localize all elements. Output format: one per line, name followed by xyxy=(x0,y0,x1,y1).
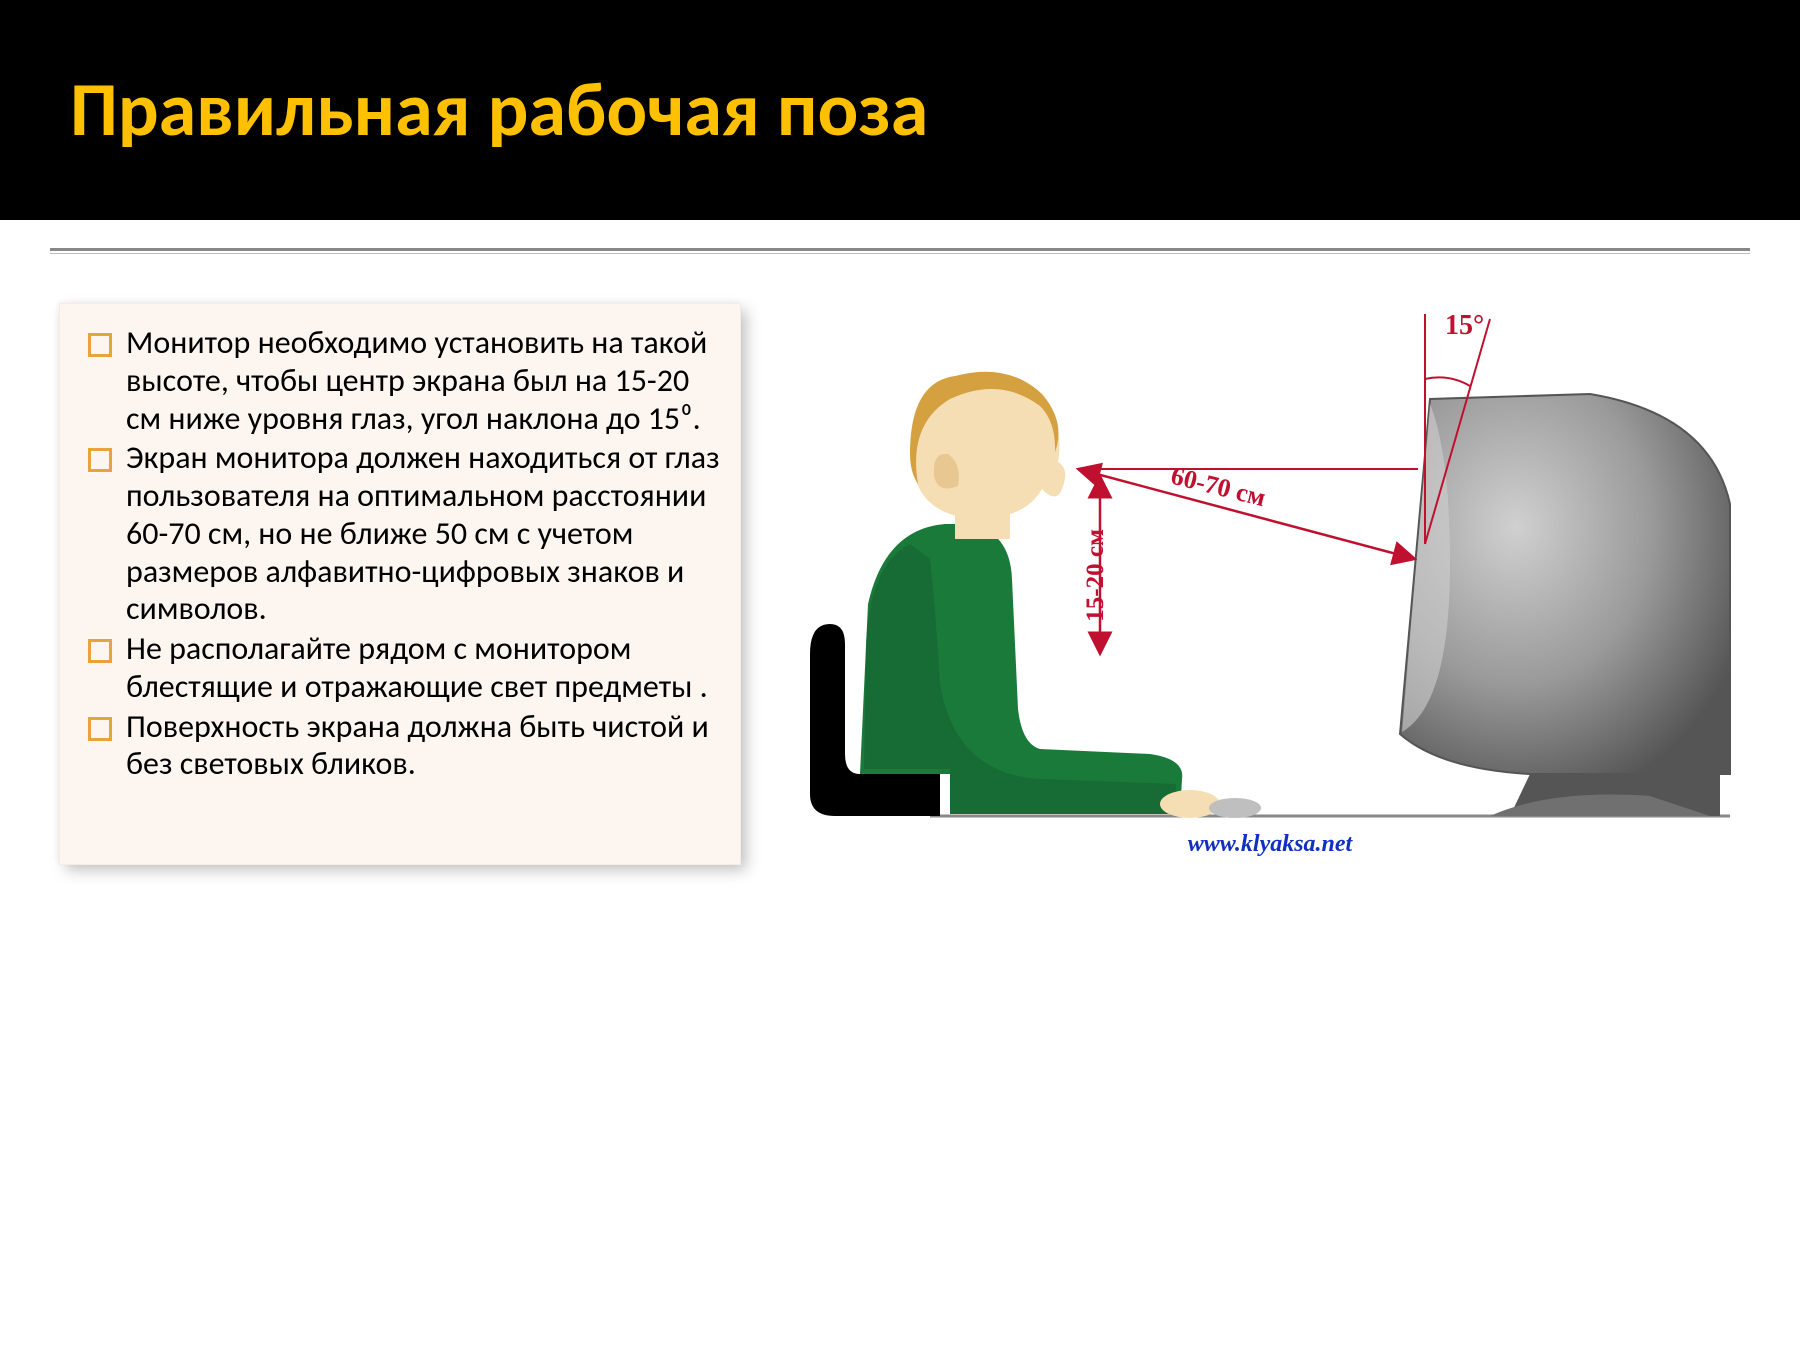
posture-diagram: 15° 60-70 см 15-20 см www.klyaksa.net xyxy=(780,304,1760,864)
bullet-item: Не располагайте рядом с монитором блестя… xyxy=(78,630,722,706)
bullet-panel: Монитор необходимо установить на такой в… xyxy=(60,304,740,864)
divider xyxy=(0,220,1800,254)
diagram-svg xyxy=(780,304,1760,864)
vertical-label: 15-20 см xyxy=(1082,529,1110,622)
slide-title: Правильная рабочая поза xyxy=(70,64,928,156)
bullet-list: Монитор необходимо установить на такой в… xyxy=(78,324,722,783)
mouse-shape xyxy=(1209,798,1261,818)
slide-header: Правильная рабочая поза xyxy=(0,0,1800,220)
person-hand xyxy=(1160,790,1220,818)
angle-arc xyxy=(1425,377,1470,386)
bullet-item: Экран монитора должен находиться от глаз… xyxy=(78,439,722,628)
bullet-item: Поверхность экрана должна быть чистой и … xyxy=(78,708,722,784)
diagram-source: www.klyaksa.net xyxy=(1188,831,1352,858)
bullet-item: Монитор необходимо установить на такой в… xyxy=(78,324,722,437)
angle-label: 15° xyxy=(1445,310,1484,342)
slide-content: Монитор необходимо установить на такой в… xyxy=(0,254,1800,864)
